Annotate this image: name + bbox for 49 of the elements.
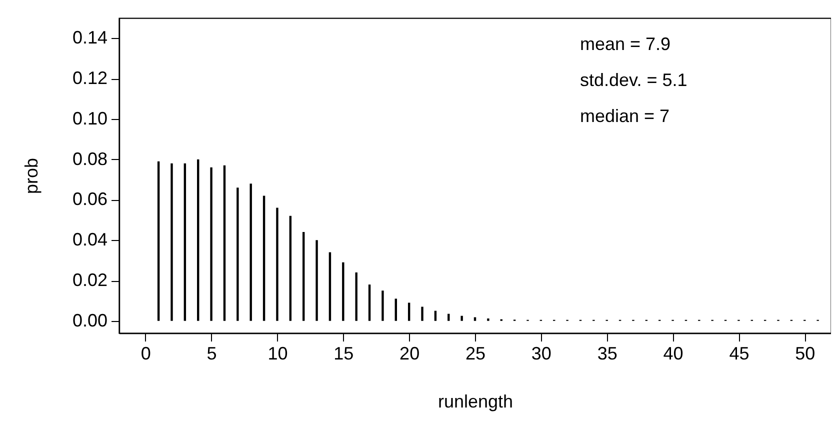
y-tick-label: 0.10 bbox=[72, 108, 108, 128]
bar bbox=[421, 306, 424, 321]
bar bbox=[302, 232, 305, 321]
bar bbox=[262, 196, 266, 321]
x-tick-label: 5 bbox=[206, 344, 217, 364]
bar bbox=[394, 298, 397, 321]
annotation: median = 7 bbox=[580, 106, 670, 126]
x-tick-label: 15 bbox=[334, 344, 354, 364]
bar bbox=[236, 188, 239, 321]
bar bbox=[170, 163, 173, 321]
annotation: mean = 7.9 bbox=[580, 34, 671, 54]
bar bbox=[355, 272, 358, 321]
bar bbox=[460, 316, 463, 321]
bar bbox=[408, 302, 410, 321]
bar bbox=[328, 252, 332, 321]
x-tick-label: 0 bbox=[140, 344, 151, 364]
bar bbox=[448, 314, 450, 321]
bar bbox=[276, 208, 278, 321]
bar bbox=[184, 163, 186, 321]
x-tick-label: 35 bbox=[597, 344, 618, 364]
bar bbox=[210, 167, 212, 321]
y-axis-title: prob bbox=[22, 158, 42, 194]
y-tick-label: 0.06 bbox=[72, 189, 108, 210]
y-tick-label: 0.12 bbox=[72, 68, 108, 88]
bar bbox=[289, 216, 292, 321]
bar bbox=[342, 262, 344, 321]
y-tick-label: 0.08 bbox=[72, 148, 108, 169]
bar bbox=[382, 290, 384, 321]
bar bbox=[487, 318, 490, 321]
x-tick-label: 25 bbox=[465, 344, 486, 364]
x-tick-label: 10 bbox=[268, 344, 288, 364]
x-axis-title: runlength bbox=[438, 392, 514, 412]
bar bbox=[157, 161, 160, 321]
x-tick-label: 40 bbox=[663, 344, 684, 364]
x-tick-label: 50 bbox=[795, 344, 816, 364]
x-tick-label: 30 bbox=[531, 344, 552, 364]
y-tick-label: 0.04 bbox=[72, 230, 108, 250]
bar bbox=[223, 165, 226, 321]
bar bbox=[250, 184, 252, 321]
bar bbox=[316, 240, 318, 321]
bar bbox=[368, 284, 371, 321]
y-tick-label: 0.14 bbox=[72, 28, 108, 48]
x-tick-label: 20 bbox=[400, 344, 420, 364]
annotation: std.dev. = 5.1 bbox=[580, 70, 688, 90]
y-tick-label: 0.02 bbox=[72, 270, 108, 290]
x-tick-label: 45 bbox=[729, 344, 750, 364]
bar bbox=[197, 159, 200, 321]
bar bbox=[434, 310, 437, 321]
y-tick-label: 0.00 bbox=[72, 310, 108, 330]
